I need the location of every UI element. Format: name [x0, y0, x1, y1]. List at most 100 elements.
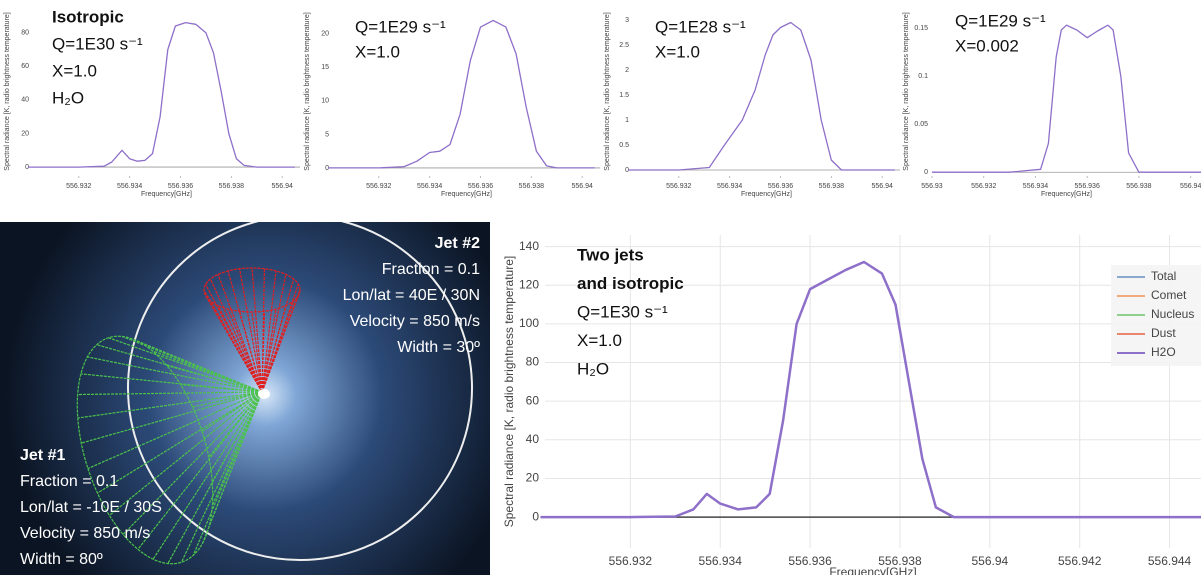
cone-ray: [238, 268, 263, 393]
jet-text: Fraction = 0.1: [382, 261, 480, 278]
y-tick-label: 0.15: [914, 25, 928, 32]
y-tick-label: 0.5: [619, 142, 629, 149]
y-tick-label: 2: [625, 67, 629, 74]
annotation: Q=1E30 s⁻¹: [52, 34, 143, 53]
cone-ray: [81, 391, 263, 444]
annotation: Q=1E29 s⁻¹: [355, 17, 446, 36]
cone-ray: [203, 289, 263, 393]
cone-ray: [109, 391, 263, 516]
cone-ray: [192, 391, 263, 556]
annotation: X=1.0: [52, 61, 97, 80]
jet2-cone: [203, 267, 301, 393]
y-tick-label: 20: [21, 130, 29, 137]
y-tick-label: 15: [321, 64, 329, 71]
x-tick-label: 556.938: [519, 183, 544, 190]
x-tick-label: 556.938: [819, 183, 844, 190]
legend-label: Comet: [1151, 288, 1187, 302]
y-tick-label: 20: [321, 31, 329, 38]
x-tick-label: 556.936: [1075, 183, 1100, 190]
annotation: Isotropic: [52, 7, 124, 26]
y-tick-label: 140: [519, 239, 539, 253]
y-tick-label: 20: [526, 471, 540, 485]
legend-label: Nucleus: [1151, 307, 1194, 321]
x-tick-label: 556.94: [971, 554, 1008, 568]
cone-ray: [122, 391, 263, 535]
x-tick-label: 556.94: [271, 183, 293, 190]
x-tick-label: 556.936: [768, 183, 793, 190]
cone-ray: [261, 284, 299, 393]
cone-ray: [136, 340, 263, 393]
annotation: X=1.0: [655, 42, 700, 61]
y-axis-label: Spectral radiance [K, radio brightness t…: [304, 12, 311, 170]
y-tick-label: 0.05: [914, 121, 928, 128]
cone-ray: [261, 278, 295, 393]
y-axis-label: Spectral radiance [K, radio brightness t…: [4, 12, 11, 170]
x-tick-label: 556.932: [66, 183, 91, 190]
annotation: H₂O: [52, 88, 84, 107]
legend-label: Dust: [1151, 326, 1176, 340]
y-tick-label: 0: [625, 167, 629, 174]
annotation: Two jets: [577, 245, 644, 264]
x-tick-label: 556.94: [571, 183, 593, 190]
cone-ray: [209, 278, 263, 393]
jet-text: Jet #2: [435, 235, 480, 252]
x-tick-label: 556.942: [1058, 554, 1102, 568]
series-line: [327, 19, 595, 169]
annotation: X=1.0: [577, 331, 622, 350]
jet-illustration: [0, 222, 490, 575]
series-line: [27, 21, 295, 168]
x-tick-label: 556.938: [1126, 183, 1151, 190]
cone-ray: [180, 384, 263, 393]
y-axis-label: Spectral radiance [K, radio brightness t…: [502, 256, 516, 527]
x-tick-label: 556.944: [1148, 554, 1192, 568]
jet-text: Jet #1: [20, 447, 65, 464]
cone-ray: [217, 274, 263, 393]
x-tick-label: 556.938: [878, 554, 922, 568]
y-tick-label: 60: [526, 393, 540, 407]
cone-ray: [108, 337, 263, 393]
y-tick-label: 0: [25, 164, 29, 171]
x-axis-label: Frequency[GHz]: [741, 191, 792, 198]
x-axis-label: Frequency[GHz]: [829, 565, 916, 575]
legend-label: H2O: [1151, 345, 1176, 359]
y-tick-label: 40: [21, 97, 29, 104]
jet-text: Velocity = 850 m/s: [20, 525, 150, 542]
jet1-cone: [76, 335, 263, 565]
y-tick-label: 1.5: [619, 92, 629, 99]
y-tick-label: 40: [526, 432, 540, 446]
cone-ray: [180, 391, 263, 563]
x-tick-label: 556.936: [468, 183, 493, 190]
y-tick-label: 5: [325, 131, 329, 138]
x-tick-label: 556.934: [117, 183, 142, 190]
coma-circle: [127, 222, 473, 561]
y-tick-label: 0: [924, 169, 928, 176]
x-tick-label: 556.938: [219, 183, 244, 190]
annotation: X=1.0: [355, 42, 400, 61]
cone-ray: [87, 391, 263, 470]
x-tick-label: 556.93: [921, 183, 943, 190]
cone-ray: [205, 284, 263, 393]
charts: Jet #2 Fraction = 0.1 Lon/lat = 40E / 30N V…: [4, 7, 1201, 575]
x-tick-label: 556.936: [788, 554, 832, 568]
nucleus: [258, 389, 270, 399]
cone-ray: [166, 364, 263, 393]
cone-ray: [167, 391, 263, 564]
cone-ray: [261, 270, 277, 393]
cone-ray: [152, 391, 263, 560]
cone-ray: [77, 391, 263, 396]
y-tick-label: 120: [519, 277, 539, 291]
x-tick-label: 556.932: [666, 183, 691, 190]
x-axis-label: Frequency[GHz]: [1041, 191, 1092, 198]
jet-text: Velocity = 850 m/s: [350, 313, 480, 330]
x-tick-label: 556.932: [366, 183, 391, 190]
y-tick-label: 10: [321, 98, 329, 105]
y-tick-label: 1: [625, 117, 629, 124]
y-tick-label: 0: [532, 509, 539, 523]
annotation: X=0.002: [955, 36, 1019, 55]
jet-text: Width = 30º: [397, 339, 480, 356]
x-tick-label: 556.932: [609, 554, 653, 568]
x-tick-label: 556.934: [717, 183, 742, 190]
cone-ray: [97, 391, 263, 494]
